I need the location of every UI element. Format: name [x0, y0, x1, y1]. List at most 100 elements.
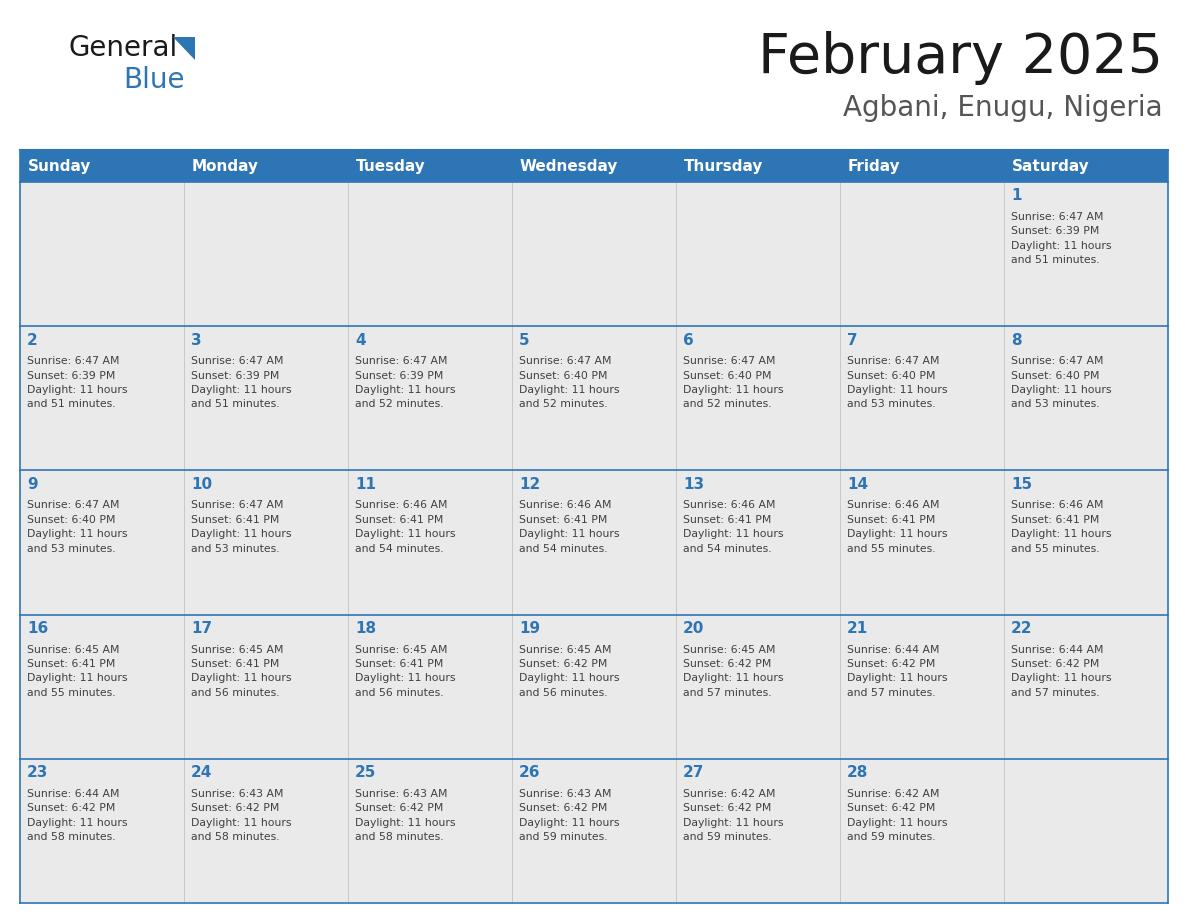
- Text: Saturday: Saturday: [1012, 159, 1089, 174]
- Text: 9: 9: [27, 476, 38, 492]
- Text: Sunrise: 6:44 AM
Sunset: 6:42 PM
Daylight: 11 hours
and 58 minutes.: Sunrise: 6:44 AM Sunset: 6:42 PM Dayligh…: [27, 789, 127, 842]
- Text: Sunrise: 6:43 AM
Sunset: 6:42 PM
Daylight: 11 hours
and 58 minutes.: Sunrise: 6:43 AM Sunset: 6:42 PM Dayligh…: [191, 789, 291, 842]
- Text: 28: 28: [847, 766, 868, 780]
- Bar: [1004, 614, 1168, 759]
- Bar: [348, 759, 512, 903]
- Text: 12: 12: [519, 476, 541, 492]
- Text: 22: 22: [1011, 621, 1032, 636]
- Text: 16: 16: [27, 621, 49, 636]
- Bar: [348, 470, 512, 614]
- Text: Sunrise: 6:47 AM
Sunset: 6:40 PM
Daylight: 11 hours
and 52 minutes.: Sunrise: 6:47 AM Sunset: 6:40 PM Dayligh…: [519, 356, 619, 409]
- Text: General: General: [68, 34, 177, 62]
- Text: 5: 5: [519, 332, 530, 348]
- Text: Sunrise: 6:44 AM
Sunset: 6:42 PM
Daylight: 11 hours
and 57 minutes.: Sunrise: 6:44 AM Sunset: 6:42 PM Dayligh…: [847, 644, 948, 698]
- Text: Sunrise: 6:47 AM
Sunset: 6:40 PM
Daylight: 11 hours
and 53 minutes.: Sunrise: 6:47 AM Sunset: 6:40 PM Dayligh…: [27, 500, 127, 554]
- Polygon shape: [173, 37, 195, 60]
- Bar: [676, 759, 840, 903]
- Text: Sunrise: 6:46 AM
Sunset: 6:41 PM
Daylight: 11 hours
and 55 minutes.: Sunrise: 6:46 AM Sunset: 6:41 PM Dayligh…: [1011, 500, 1112, 554]
- Text: 3: 3: [191, 332, 202, 348]
- Bar: [840, 470, 1004, 614]
- Bar: [20, 614, 184, 759]
- Bar: [676, 182, 840, 326]
- Text: 21: 21: [847, 621, 868, 636]
- Text: 19: 19: [519, 621, 541, 636]
- Bar: [512, 182, 676, 326]
- Bar: [348, 182, 512, 326]
- Text: Thursday: Thursday: [684, 159, 764, 174]
- Text: 26: 26: [519, 766, 541, 780]
- Text: Sunday: Sunday: [29, 159, 91, 174]
- Bar: [348, 150, 512, 182]
- Text: Friday: Friday: [848, 159, 901, 174]
- Bar: [676, 326, 840, 470]
- Bar: [512, 150, 676, 182]
- Text: Sunrise: 6:46 AM
Sunset: 6:41 PM
Daylight: 11 hours
and 54 minutes.: Sunrise: 6:46 AM Sunset: 6:41 PM Dayligh…: [355, 500, 455, 554]
- Bar: [676, 470, 840, 614]
- Bar: [348, 326, 512, 470]
- Bar: [184, 326, 348, 470]
- Bar: [20, 182, 184, 326]
- Text: 10: 10: [191, 476, 213, 492]
- Bar: [20, 150, 184, 182]
- Bar: [676, 614, 840, 759]
- Bar: [1004, 470, 1168, 614]
- Text: Sunrise: 6:45 AM
Sunset: 6:42 PM
Daylight: 11 hours
and 56 minutes.: Sunrise: 6:45 AM Sunset: 6:42 PM Dayligh…: [519, 644, 619, 698]
- Text: Sunrise: 6:47 AM
Sunset: 6:40 PM
Daylight: 11 hours
and 52 minutes.: Sunrise: 6:47 AM Sunset: 6:40 PM Dayligh…: [683, 356, 784, 409]
- Text: Blue: Blue: [124, 66, 184, 94]
- Text: Sunrise: 6:47 AM
Sunset: 6:39 PM
Daylight: 11 hours
and 51 minutes.: Sunrise: 6:47 AM Sunset: 6:39 PM Dayligh…: [191, 356, 291, 409]
- Bar: [348, 614, 512, 759]
- Text: Sunrise: 6:44 AM
Sunset: 6:42 PM
Daylight: 11 hours
and 57 minutes.: Sunrise: 6:44 AM Sunset: 6:42 PM Dayligh…: [1011, 644, 1112, 698]
- Bar: [840, 150, 1004, 182]
- Text: 4: 4: [355, 332, 366, 348]
- Bar: [184, 614, 348, 759]
- Text: 17: 17: [191, 621, 213, 636]
- Text: February 2025: February 2025: [758, 31, 1163, 85]
- Text: 13: 13: [683, 476, 704, 492]
- Bar: [20, 326, 184, 470]
- Text: 23: 23: [27, 766, 49, 780]
- Text: Sunrise: 6:47 AM
Sunset: 6:39 PM
Daylight: 11 hours
and 52 minutes.: Sunrise: 6:47 AM Sunset: 6:39 PM Dayligh…: [355, 356, 455, 409]
- Text: 20: 20: [683, 621, 704, 636]
- Text: 27: 27: [683, 766, 704, 780]
- Text: 24: 24: [191, 766, 213, 780]
- Text: Sunrise: 6:47 AM
Sunset: 6:39 PM
Daylight: 11 hours
and 51 minutes.: Sunrise: 6:47 AM Sunset: 6:39 PM Dayligh…: [1011, 212, 1112, 265]
- Text: Sunrise: 6:45 AM
Sunset: 6:41 PM
Daylight: 11 hours
and 56 minutes.: Sunrise: 6:45 AM Sunset: 6:41 PM Dayligh…: [191, 644, 291, 698]
- Text: Wednesday: Wednesday: [520, 159, 619, 174]
- Text: 6: 6: [683, 332, 694, 348]
- Bar: [512, 614, 676, 759]
- Bar: [676, 150, 840, 182]
- Bar: [184, 759, 348, 903]
- Bar: [1004, 759, 1168, 903]
- Bar: [512, 326, 676, 470]
- Text: 2: 2: [27, 332, 38, 348]
- Bar: [840, 614, 1004, 759]
- Bar: [840, 182, 1004, 326]
- Text: Monday: Monday: [192, 159, 259, 174]
- Text: Sunrise: 6:47 AM
Sunset: 6:40 PM
Daylight: 11 hours
and 53 minutes.: Sunrise: 6:47 AM Sunset: 6:40 PM Dayligh…: [1011, 356, 1112, 409]
- Text: 15: 15: [1011, 476, 1032, 492]
- Text: Tuesday: Tuesday: [356, 159, 425, 174]
- Bar: [20, 759, 184, 903]
- Bar: [20, 470, 184, 614]
- Text: 8: 8: [1011, 332, 1022, 348]
- Bar: [840, 759, 1004, 903]
- Text: Sunrise: 6:46 AM
Sunset: 6:41 PM
Daylight: 11 hours
and 55 minutes.: Sunrise: 6:46 AM Sunset: 6:41 PM Dayligh…: [847, 500, 948, 554]
- Text: Sunrise: 6:43 AM
Sunset: 6:42 PM
Daylight: 11 hours
and 59 minutes.: Sunrise: 6:43 AM Sunset: 6:42 PM Dayligh…: [519, 789, 619, 842]
- Text: Sunrise: 6:47 AM
Sunset: 6:40 PM
Daylight: 11 hours
and 53 minutes.: Sunrise: 6:47 AM Sunset: 6:40 PM Dayligh…: [847, 356, 948, 409]
- Bar: [184, 150, 348, 182]
- Text: Sunrise: 6:45 AM
Sunset: 6:41 PM
Daylight: 11 hours
and 56 minutes.: Sunrise: 6:45 AM Sunset: 6:41 PM Dayligh…: [355, 644, 455, 698]
- Text: Sunrise: 6:45 AM
Sunset: 6:41 PM
Daylight: 11 hours
and 55 minutes.: Sunrise: 6:45 AM Sunset: 6:41 PM Dayligh…: [27, 644, 127, 698]
- Text: Sunrise: 6:42 AM
Sunset: 6:42 PM
Daylight: 11 hours
and 59 minutes.: Sunrise: 6:42 AM Sunset: 6:42 PM Dayligh…: [847, 789, 948, 842]
- Text: 7: 7: [847, 332, 858, 348]
- Text: Sunrise: 6:47 AM
Sunset: 6:39 PM
Daylight: 11 hours
and 51 minutes.: Sunrise: 6:47 AM Sunset: 6:39 PM Dayligh…: [27, 356, 127, 409]
- Bar: [840, 326, 1004, 470]
- Bar: [512, 759, 676, 903]
- Text: Agbani, Enugu, Nigeria: Agbani, Enugu, Nigeria: [843, 94, 1163, 122]
- Bar: [1004, 326, 1168, 470]
- Bar: [1004, 150, 1168, 182]
- Bar: [184, 470, 348, 614]
- Bar: [184, 182, 348, 326]
- Text: Sunrise: 6:46 AM
Sunset: 6:41 PM
Daylight: 11 hours
and 54 minutes.: Sunrise: 6:46 AM Sunset: 6:41 PM Dayligh…: [519, 500, 619, 554]
- Text: 25: 25: [355, 766, 377, 780]
- Bar: [1004, 182, 1168, 326]
